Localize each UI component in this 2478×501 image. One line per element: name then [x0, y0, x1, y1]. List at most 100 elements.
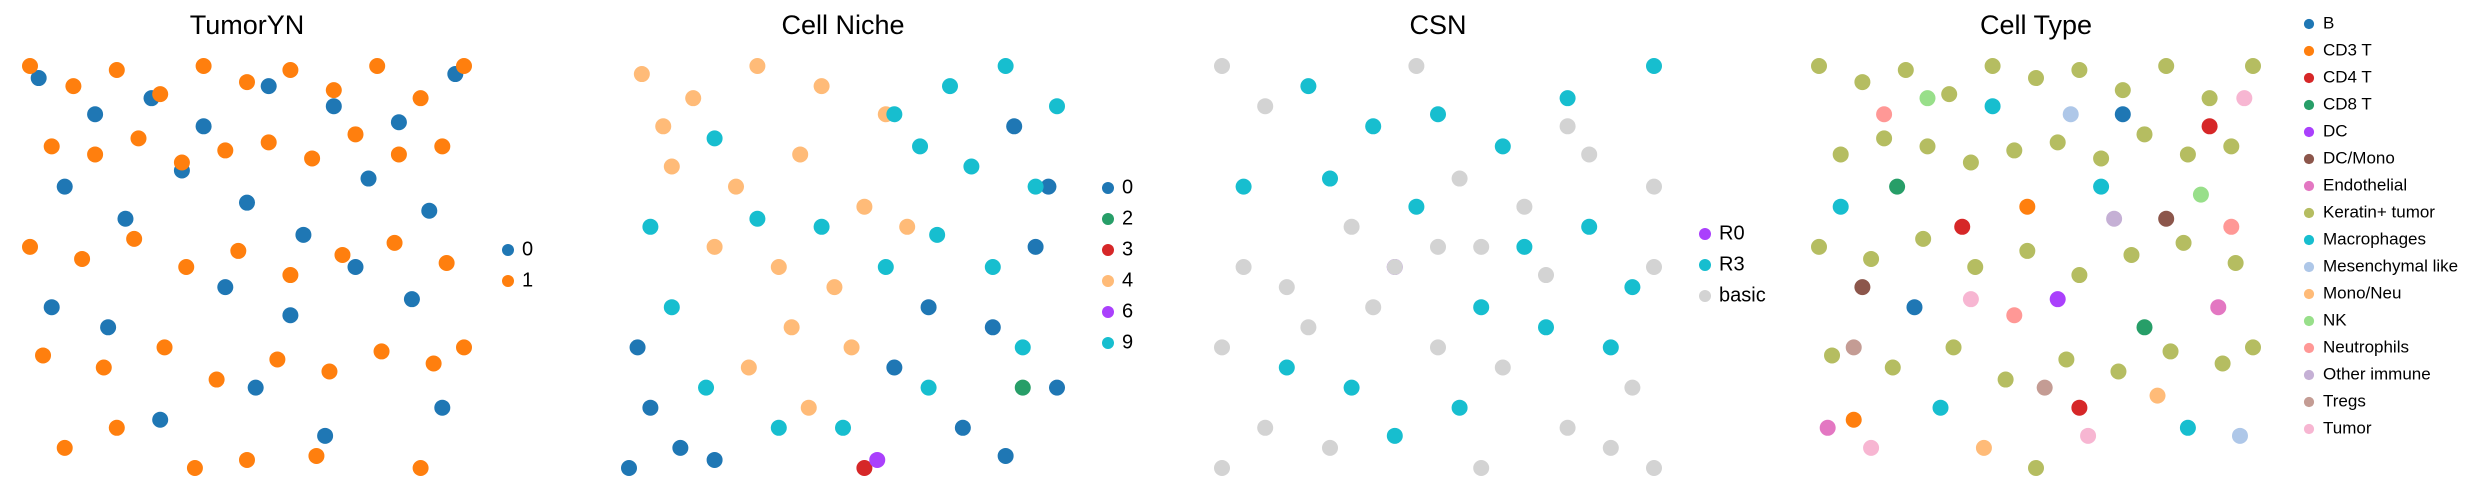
- point: [2149, 387, 2166, 404]
- point: [706, 238, 723, 255]
- point: [2179, 146, 2196, 163]
- point: [152, 411, 169, 428]
- point: [1300, 78, 1317, 95]
- point: [740, 359, 757, 376]
- point: [2210, 299, 2227, 316]
- point: [2114, 82, 2131, 99]
- point: [1975, 439, 1992, 456]
- point: [2236, 90, 2253, 107]
- point: [1863, 439, 1880, 456]
- point: [421, 202, 438, 219]
- point: [1014, 379, 1031, 396]
- legend-marker: [2303, 234, 2315, 246]
- point: [239, 74, 255, 91]
- point: [325, 98, 342, 115]
- legend-label: basic: [1719, 284, 1766, 306]
- point: [1919, 138, 1936, 155]
- point: [186, 460, 203, 476]
- point: [1559, 419, 1576, 436]
- legend-label: Tumor: [2323, 418, 2372, 437]
- point: [1322, 439, 1338, 456]
- point: [2036, 379, 2053, 396]
- point: [749, 58, 766, 74]
- point: [195, 58, 212, 74]
- point: [1365, 299, 1382, 316]
- point: [260, 78, 277, 95]
- point: [1451, 399, 1468, 416]
- point: [1343, 218, 1360, 235]
- point: [390, 146, 407, 163]
- legend-marker: [2303, 369, 2315, 381]
- point: [390, 114, 407, 131]
- point: [1854, 74, 1871, 91]
- point: [1932, 399, 1949, 416]
- point: [1897, 62, 1914, 79]
- point: [1581, 218, 1598, 235]
- point: [30, 70, 47, 87]
- point: [239, 451, 255, 468]
- point: [672, 439, 689, 456]
- point: [2231, 427, 2248, 444]
- point: [2123, 246, 2140, 263]
- legend-label: NK: [2323, 310, 2347, 329]
- point: [2223, 218, 2240, 235]
- point: [152, 86, 169, 103]
- point: [1967, 259, 1984, 275]
- point: [1473, 460, 1490, 476]
- point: [2106, 210, 2123, 227]
- point: [1214, 58, 1230, 74]
- legend-marker: [1102, 244, 1114, 256]
- point: [1919, 90, 1936, 107]
- point: [325, 82, 342, 99]
- legend-marker: [1102, 337, 1114, 349]
- point: [373, 343, 390, 360]
- chart-title: CSN: [1409, 10, 1466, 40]
- point: [629, 339, 646, 356]
- legend-marker: [2303, 207, 2315, 219]
- legend-label: 0: [522, 238, 533, 260]
- point: [1257, 419, 1274, 436]
- point: [1646, 259, 1662, 275]
- point: [456, 58, 472, 74]
- point: [1906, 299, 1923, 316]
- legend-label: DC/Mono: [2323, 148, 2395, 167]
- point: [813, 218, 830, 235]
- legend-label: 2: [1122, 207, 1133, 229]
- point: [984, 259, 1001, 275]
- point: [942, 78, 958, 95]
- point: [1027, 178, 1044, 195]
- point: [87, 146, 104, 163]
- point: [56, 178, 73, 195]
- point: [2175, 234, 2192, 251]
- point: [35, 347, 52, 364]
- legend-marker: [2303, 99, 2315, 111]
- point: [770, 259, 787, 275]
- point: [2223, 138, 2240, 155]
- point: [403, 291, 420, 308]
- point: [997, 58, 1014, 74]
- point: [2006, 307, 2023, 324]
- point: [886, 106, 903, 123]
- legend-marker: [2303, 261, 2315, 273]
- point: [2019, 242, 2036, 259]
- point: [1214, 339, 1230, 356]
- point: [1915, 230, 1932, 247]
- point: [835, 419, 851, 436]
- point: [1889, 178, 1906, 195]
- point: [1386, 259, 1403, 275]
- point: [412, 90, 429, 107]
- point: [247, 379, 264, 396]
- point: [2114, 106, 2131, 123]
- point: [642, 218, 659, 235]
- point: [282, 267, 299, 284]
- legend-label: CD8 T: [2323, 94, 2372, 113]
- point: [2028, 70, 2044, 87]
- point: [178, 259, 195, 275]
- legend-label: 9: [1122, 331, 1133, 353]
- legend-marker: [1699, 228, 1711, 240]
- point: [1941, 86, 1958, 103]
- point: [1581, 146, 1598, 163]
- point: [1884, 359, 1901, 376]
- legend-marker: [1699, 290, 1711, 302]
- point: [997, 447, 1014, 464]
